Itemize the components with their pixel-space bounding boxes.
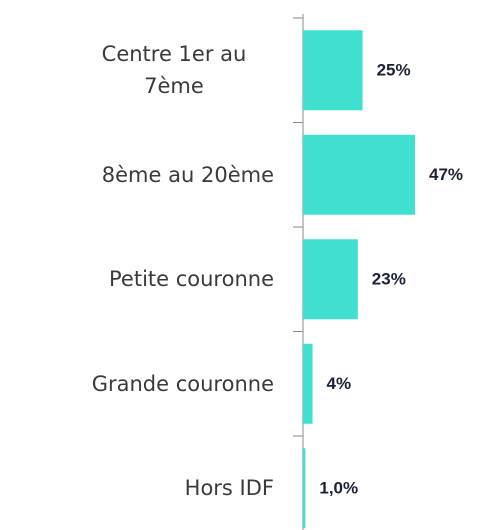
bar bbox=[303, 30, 363, 111]
category-text: Hors IDF bbox=[184, 476, 274, 500]
category-label: Petite couronne bbox=[14, 227, 274, 331]
bar bbox=[303, 239, 358, 320]
value-label: 47% bbox=[429, 165, 463, 184]
category-text: 8ème au 20ème bbox=[101, 162, 274, 187]
value-label: 25% bbox=[377, 61, 411, 80]
value-label: 4% bbox=[327, 374, 352, 393]
category-label: 8ème au 20ème bbox=[14, 123, 274, 227]
value-label: 1,0% bbox=[319, 479, 358, 498]
category-text: Centre 1er au 7ème bbox=[101, 42, 247, 98]
category-label: Centre 1er au 7ème bbox=[14, 18, 274, 122]
category-text: Grande couronne bbox=[91, 371, 274, 396]
bar bbox=[303, 343, 313, 424]
bar bbox=[303, 448, 306, 529]
category-label: Grande couronne bbox=[14, 332, 274, 436]
category-text: Petite couronne bbox=[109, 267, 274, 291]
category-label: Hors IDF bbox=[14, 436, 274, 530]
value-label: 23% bbox=[372, 270, 406, 289]
bar bbox=[303, 134, 415, 215]
